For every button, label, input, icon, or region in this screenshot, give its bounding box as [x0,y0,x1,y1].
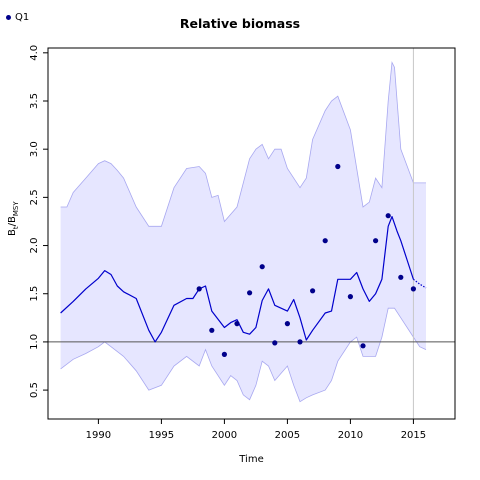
index-point-2002 [247,290,253,296]
chart-title: Relative biomass [179,16,301,31]
y-axis-label: Bt/BMSY [7,201,20,236]
x-axis-label: Time [239,454,264,465]
y-tick-label-3.0: 3.0 [29,141,40,157]
y-tick-label-1.5: 1.5 [29,286,40,302]
index-point-2010 [347,294,353,300]
lower-band-line [60,307,427,403]
y-tick-label-3.5: 3.5 [29,93,40,109]
index-point-1999 [209,327,215,333]
y-axis: 0.5 1.0 1.5 2.0 2.5 3.0 3.5 4.0 [29,45,48,398]
confidence-band [60,62,426,402]
plot-area [48,48,455,419]
index-point-2001 [234,321,240,327]
x-tick-label-1995: 1995 [149,430,174,441]
x-tick-label-1990: 1990 [86,430,111,441]
index-point-1998 [196,286,202,292]
index-point-2011 [360,343,366,349]
index-point-2012 [373,238,379,244]
x-tick-label-2005: 2005 [275,430,300,441]
legend-marker-q1 [6,15,11,20]
index-point-2006 [297,339,303,345]
legend: Q1 [6,12,29,23]
projection-line [413,278,427,289]
index-point-2009 [335,163,341,170]
x-tick-label-2000: 2000 [212,430,237,441]
y-tick-label-4.0: 4.0 [29,45,40,61]
y-tick-label-0.5: 0.5 [29,382,40,398]
index-point-2005 [284,321,290,327]
x-tick-label-2015: 2015 [401,430,426,441]
median-line [60,216,414,343]
index-point-2008 [322,238,328,244]
legend-label-q1: Q1 [15,12,30,23]
index-point-2013 [385,213,391,219]
y-tick-label-2.0: 2.0 [29,238,40,254]
index-point-2003 [259,264,265,270]
x-axis: 1990 1995 2000 2005 2010 2015 [86,419,426,441]
index-point-2004 [272,340,278,346]
x-tick-label-2010: 2010 [338,430,363,441]
plot-frame [47,47,456,420]
index-point-2007 [310,288,316,294]
upper-band-line [60,61,426,227]
y-tick-label-2.5: 2.5 [29,189,40,205]
index-point-2015 [410,286,416,292]
index-point-2000 [221,351,227,357]
y-tick-label-1.0: 1.0 [29,334,40,350]
index-point-2014 [398,274,404,280]
